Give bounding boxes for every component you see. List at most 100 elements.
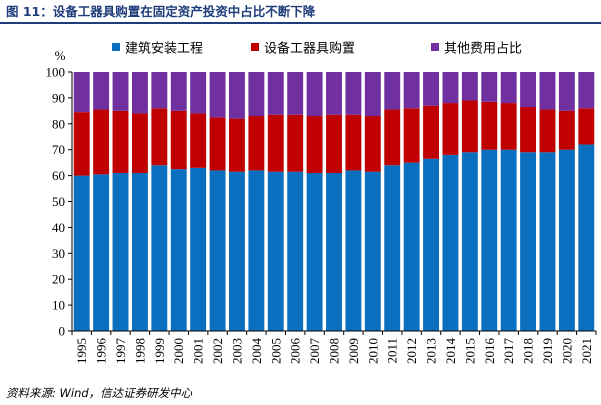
bar-2019-series-2 <box>539 109 556 153</box>
bar-2020-series-2 <box>558 110 575 150</box>
bar-2017-series-2 <box>500 103 517 150</box>
x-tick-label: 2018 <box>521 338 536 364</box>
bar-2008-series-1 <box>326 173 342 331</box>
bar-2005-series-2 <box>267 114 284 172</box>
bar-2018-series-2 <box>520 106 537 153</box>
legend: 建筑安装工程 设备工器具购置 其他费用占比 <box>112 41 522 57</box>
bar-2011-series-2 <box>384 109 401 166</box>
bar-2020-series-1 <box>558 149 575 331</box>
figure-title: 图 11：设备工器具购置在固定资产投资中占比不断下降 <box>6 4 316 19</box>
x-tick-label: 2020 <box>559 338 574 364</box>
bar-1995-series-1 <box>73 175 90 331</box>
x-tick-label: 2013 <box>424 338 439 364</box>
bar-1998-series-3 <box>131 72 148 114</box>
x-tick-label: 2000 <box>171 338 186 364</box>
bar-2003-series-1 <box>229 171 245 331</box>
bar-2004-series-1 <box>248 170 265 331</box>
x-tick-label: 2014 <box>443 338 458 365</box>
legend-swatch <box>251 43 259 51</box>
bar-2002-series-3 <box>209 72 226 118</box>
bar-2016-series-3 <box>481 72 498 102</box>
bars <box>73 72 595 331</box>
x-axis: 1995 1996 1997 1998 1999 2000 2001 2002 2003 2004… <box>71 330 597 365</box>
x-tick-label: 2019 <box>540 338 555 364</box>
bar-2019-series-3 <box>539 72 556 110</box>
x-tick-label: 1999 <box>152 338 167 364</box>
x-tick-label: 2009 <box>346 338 361 364</box>
bar-1997-series-2 <box>112 110 129 174</box>
bar-2010-series-1 <box>364 171 381 331</box>
x-tick-label: 2008 <box>327 338 342 364</box>
bar-1998-series-2 <box>131 113 148 174</box>
bar-2007-series-3 <box>306 72 323 117</box>
bar-2000-series-2 <box>170 110 187 170</box>
bar-2002-series-1 <box>209 170 226 331</box>
bar-2003-series-2 <box>229 118 245 172</box>
bar-2020-series-3 <box>558 72 575 111</box>
bar-2005-series-3 <box>267 72 284 115</box>
y-tick-label: 80 <box>52 116 65 131</box>
bar-2015-series-2 <box>461 100 478 153</box>
bar-1996-series-2 <box>93 109 110 175</box>
bar-2014-series-1 <box>442 154 459 331</box>
x-tick-label: 2002 <box>210 338 225 364</box>
bar-2004-series-3 <box>248 72 265 117</box>
bar-2010-series-2 <box>364 116 381 172</box>
bar-2008-series-2 <box>326 114 342 174</box>
bar-2013-series-3 <box>423 72 439 106</box>
bar-2002-series-2 <box>209 117 226 171</box>
bar-2003-series-3 <box>229 72 245 119</box>
bar-2019-series-1 <box>539 152 556 331</box>
bar-2006-series-3 <box>287 72 304 115</box>
x-tick-label: 2007 <box>307 338 322 365</box>
x-tick-label: 1995 <box>74 338 89 364</box>
bar-1996-series-3 <box>93 72 110 110</box>
bar-2012-series-2 <box>403 108 420 163</box>
bar-1996-series-1 <box>93 174 110 331</box>
bar-2006-series-1 <box>287 171 304 331</box>
bar-1999-series-3 <box>151 72 168 109</box>
y-axis-label: % <box>55 48 66 63</box>
x-tick-label: 2001 <box>191 338 206 364</box>
y-tick-label: 20 <box>52 272 65 287</box>
x-tick-label: 2010 <box>365 338 380 364</box>
bar-2008-series-3 <box>326 72 342 115</box>
y-tick-label: 60 <box>52 168 65 183</box>
x-tick-label: 2016 <box>482 338 497 365</box>
x-tick-label: 2006 <box>288 338 303 365</box>
bar-1995-series-2 <box>73 112 90 176</box>
bar-2018-series-3 <box>520 72 537 107</box>
x-tick-label: 1996 <box>94 338 109 365</box>
bar-2015-series-3 <box>461 72 478 101</box>
bar-2010-series-3 <box>364 72 381 117</box>
x-tick-label: 1997 <box>113 338 128 365</box>
legend-label: 建筑安装工程 <box>125 41 203 57</box>
x-tick-label: 2011 <box>385 338 400 364</box>
y-tick-label: 40 <box>52 220 65 235</box>
y-tick-label: 50 <box>52 194 65 209</box>
x-tick-label: 2005 <box>268 338 283 364</box>
bar-2016-series-1 <box>481 149 498 331</box>
legend-swatch <box>431 43 439 51</box>
bar-2000-series-3 <box>170 72 187 111</box>
y-tick-label: 30 <box>52 246 65 261</box>
bar-2007-series-1 <box>306 173 323 331</box>
bar-2001-series-3 <box>190 72 207 114</box>
bar-2017-series-1 <box>500 149 517 331</box>
bar-2016-series-2 <box>481 101 498 150</box>
bar-2000-series-1 <box>170 169 187 331</box>
bar-1999-series-1 <box>151 165 168 331</box>
bar-2001-series-2 <box>190 113 207 168</box>
bar-1995-series-3 <box>73 72 90 113</box>
bar-2014-series-2 <box>442 103 459 155</box>
bar-2012-series-3 <box>403 72 420 109</box>
bar-2005-series-1 <box>267 171 284 331</box>
bar-2021-series-2 <box>578 108 595 145</box>
title-rule <box>0 22 601 24</box>
source-note: 资料来源: Wind，信达证券研发中心 <box>6 386 193 400</box>
legend-label: 其他费用占比 <box>444 42 522 57</box>
bar-2009-series-1 <box>345 170 362 331</box>
x-tick-label: 2012 <box>404 338 419 364</box>
bar-2009-series-3 <box>345 72 362 115</box>
bar-2017-series-3 <box>500 72 517 104</box>
